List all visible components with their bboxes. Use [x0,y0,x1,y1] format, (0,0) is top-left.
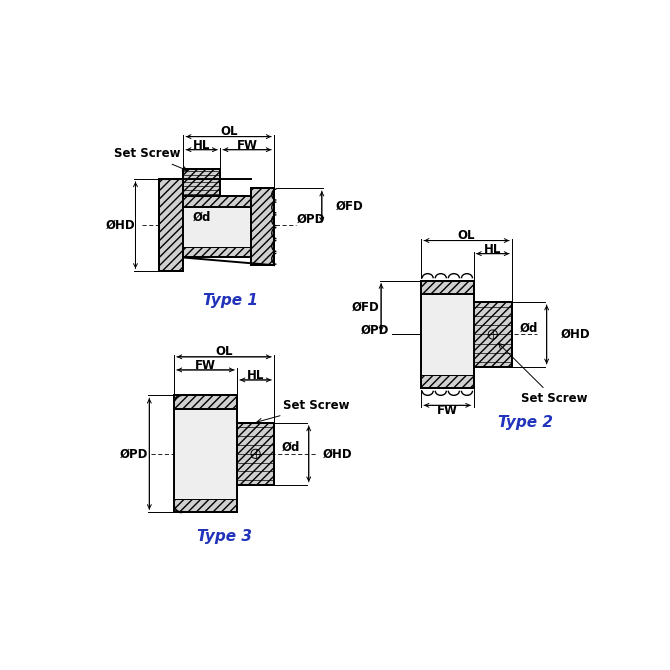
Bar [183,206,251,247]
Text: ØHD: ØHD [105,218,135,232]
Text: HL: HL [193,139,210,151]
Bar [183,247,251,257]
Text: Set Screw: Set Screw [257,399,350,423]
Text: ØPD: ØPD [120,448,148,460]
Bar [421,294,474,375]
Text: Set Screw: Set Screw [114,147,188,171]
Text: ØPD: ØPD [297,212,326,226]
Text: Set Screw: Set Screw [498,344,588,405]
Bar [174,395,237,409]
Bar [174,498,237,513]
Text: ØHD: ØHD [322,448,352,460]
Bar [421,375,474,389]
Text: ØHD: ØHD [561,328,590,341]
Text: Ød: Ød [192,211,211,224]
Text: FW: FW [195,359,216,372]
Bar [174,409,237,498]
Bar [237,423,274,484]
Text: ØPD: ØPD [360,324,389,337]
Text: FW: FW [437,404,458,417]
Text: ØFD: ØFD [336,200,363,213]
Bar [159,179,183,271]
Text: Type 3: Type 3 [196,529,251,544]
Text: Ød: Ød [520,322,538,335]
Text: Type 2: Type 2 [498,415,553,430]
Text: FW: FW [237,139,258,151]
Bar [183,169,220,196]
Bar [183,196,251,206]
Bar [421,281,474,294]
Text: Type 1: Type 1 [203,293,258,308]
Text: Ød: Ød [282,441,300,454]
Text: OL: OL [220,125,237,138]
Text: ØFD: ØFD [352,301,380,314]
Text: HL: HL [484,243,501,255]
Text: HL: HL [247,369,264,382]
Bar [474,302,512,367]
Text: OL: OL [458,228,475,242]
Text: OL: OL [215,345,232,358]
Bar [251,188,274,265]
